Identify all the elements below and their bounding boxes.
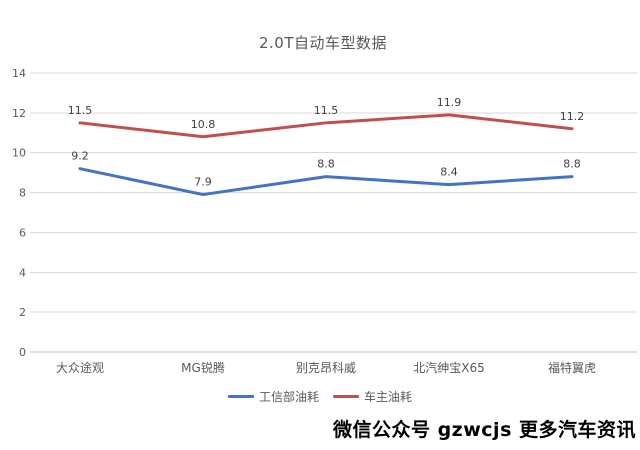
data-point-label: 8.8 [317,158,335,171]
y-axis-tick-label: 8 [19,187,26,200]
y-axis-tick-label: 12 [12,107,26,120]
x-axis-category-label: 福特翼虎 [548,360,596,375]
data-point-label: 11.5 [314,104,339,117]
legend-line-swatch-red [333,395,359,398]
legend-label-miit: 工信部油耗 [258,390,319,404]
legend: 工信部油耗 车主油耗 [0,388,640,405]
series-line-red [78,113,574,139]
data-point-label: 10.8 [191,118,216,131]
data-point-label: 8.4 [440,166,458,179]
data-point-label: 8.8 [563,158,581,171]
data-point-label: 7.9 [194,176,212,189]
y-axis-tick-label: 6 [19,226,26,239]
chart-title: 2.0T自动车型数据 [258,34,388,52]
x-axis-category-label: MG锐腾 [181,360,225,375]
x-axis-category-label: 别克昂科威 [296,361,356,375]
x-axis-category-label: 大众途观 [56,360,104,375]
legend-label-owner: 车主油耗 [364,390,413,404]
y-axis-tick-label: 0 [19,346,26,359]
series-line-blue [78,167,574,197]
legend-item-owner: 车主油耗 [333,388,412,405]
legend-item-miit: 工信部油耗 [227,388,319,405]
watermark-text: 微信公众号 gzwcjs 更多汽车资讯 [332,419,636,441]
y-axis-tick-label: 2 [19,306,26,319]
x-axis-category-label: 北汽绅宝X65 [413,360,485,375]
y-axis-tick-label: 10 [12,147,26,160]
data-point-label: 9.2 [71,150,89,163]
data-point-label: 11.9 [437,96,462,109]
y-axis-tick-label: 4 [19,266,26,279]
y-axis-tick-label: 14 [12,67,26,80]
data-point-label: 11.5 [68,104,93,117]
data-point-label: 11.2 [560,110,585,123]
legend-line-swatch-blue [227,395,254,398]
